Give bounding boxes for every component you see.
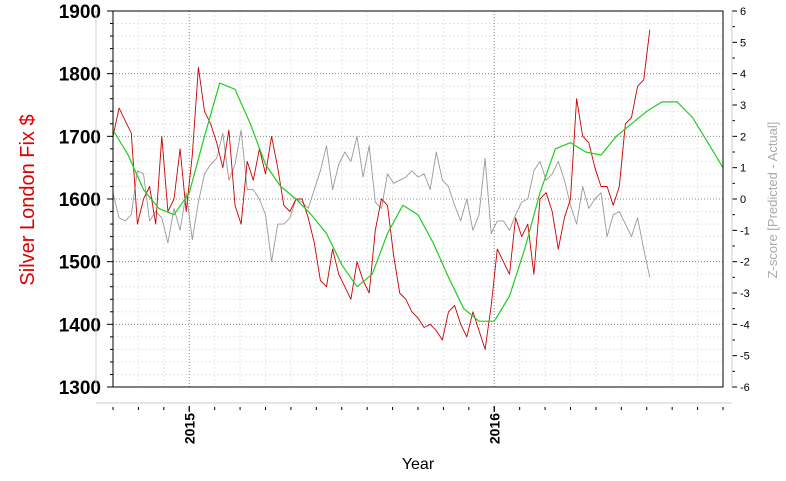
x-axis-label: Year [402, 456, 435, 473]
y-tick-label: 1300 [59, 378, 101, 399]
series-layer [112, 29, 724, 350]
y-tick-label: 1500 [59, 253, 101, 274]
right-axis: -6 -5 -4 -3 -2 -1 0 1 2 3 4 5 6 [731, 6, 750, 394]
y2-tick-label: 5 [740, 37, 746, 49]
minor-gridlines [113, 11, 723, 387]
series-line-silver-london-fix [112, 29, 651, 350]
y2-tick-label: 6 [740, 6, 746, 18]
y-tick-label: 1800 [59, 65, 101, 86]
bottom-axis: 2015 2016 [96, 402, 732, 444]
y2-tick-label: -2 [740, 257, 750, 269]
y-tick-label: 1400 [59, 315, 101, 336]
y2-tick-label: -3 [740, 288, 750, 300]
y2-tick-label: -6 [740, 382, 750, 394]
series-line-model [112, 82, 724, 322]
y2-tick-label: 2 [740, 131, 746, 143]
y2-tick-label: 4 [740, 69, 746, 81]
y2-tick-label: -5 [740, 351, 750, 363]
left-axis: 1300 1400 1500 1600 1700 1800 1900 [59, 2, 113, 399]
x-tick-label: 2015 [181, 413, 197, 444]
y-tick-label: 1900 [59, 2, 101, 23]
x-tick-label: 2016 [486, 413, 502, 444]
series-line-z-score [112, 129, 651, 278]
y2-tick-label: 1 [740, 163, 746, 175]
y2-tick-label: 0 [740, 194, 746, 206]
y-tick-label: 1700 [59, 127, 101, 148]
y2-tick-label: -4 [740, 319, 750, 331]
y2-axis-label: Z-score [Predicted - Actual] [765, 122, 780, 279]
y2-tick-label: -1 [740, 225, 750, 237]
y-tick-label: 1600 [59, 190, 101, 211]
y2-tick-label: 3 [740, 100, 746, 112]
y-axis-label: Silver London Fix $ [17, 114, 39, 285]
